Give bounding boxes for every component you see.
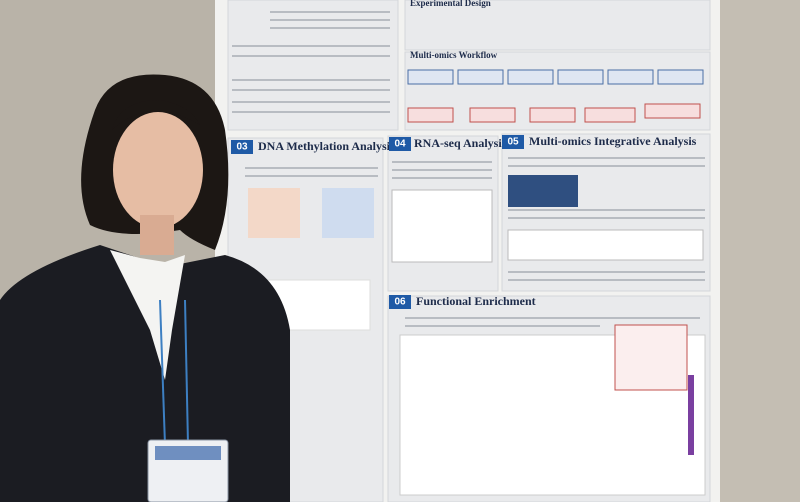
section-title: Functional Enrichment [416,294,536,308]
section-badge [231,140,253,154]
poster-body-lines [232,11,705,327]
section-number: 05 [507,137,519,148]
section-title: Multi-omics Integrative Analysis [529,134,697,148]
wall-right [720,0,800,502]
figures [239,175,706,496]
workflow-boxes [407,69,704,85]
section-badge [389,137,411,151]
section-title: RNA-seq Analysis [414,136,507,150]
poster-heading: Multi-omics Workflow [410,50,498,60]
poster-heading: Experimental Design [410,0,491,8]
rna-boxes [407,103,701,123]
section-badge [389,295,411,309]
section-number: 06 [394,297,406,308]
section-number: 04 [394,139,406,150]
section-badge [502,135,524,149]
section-number: 03 [236,142,248,153]
person [0,74,290,502]
section-title: DNA Methylation Analysis [258,139,395,153]
